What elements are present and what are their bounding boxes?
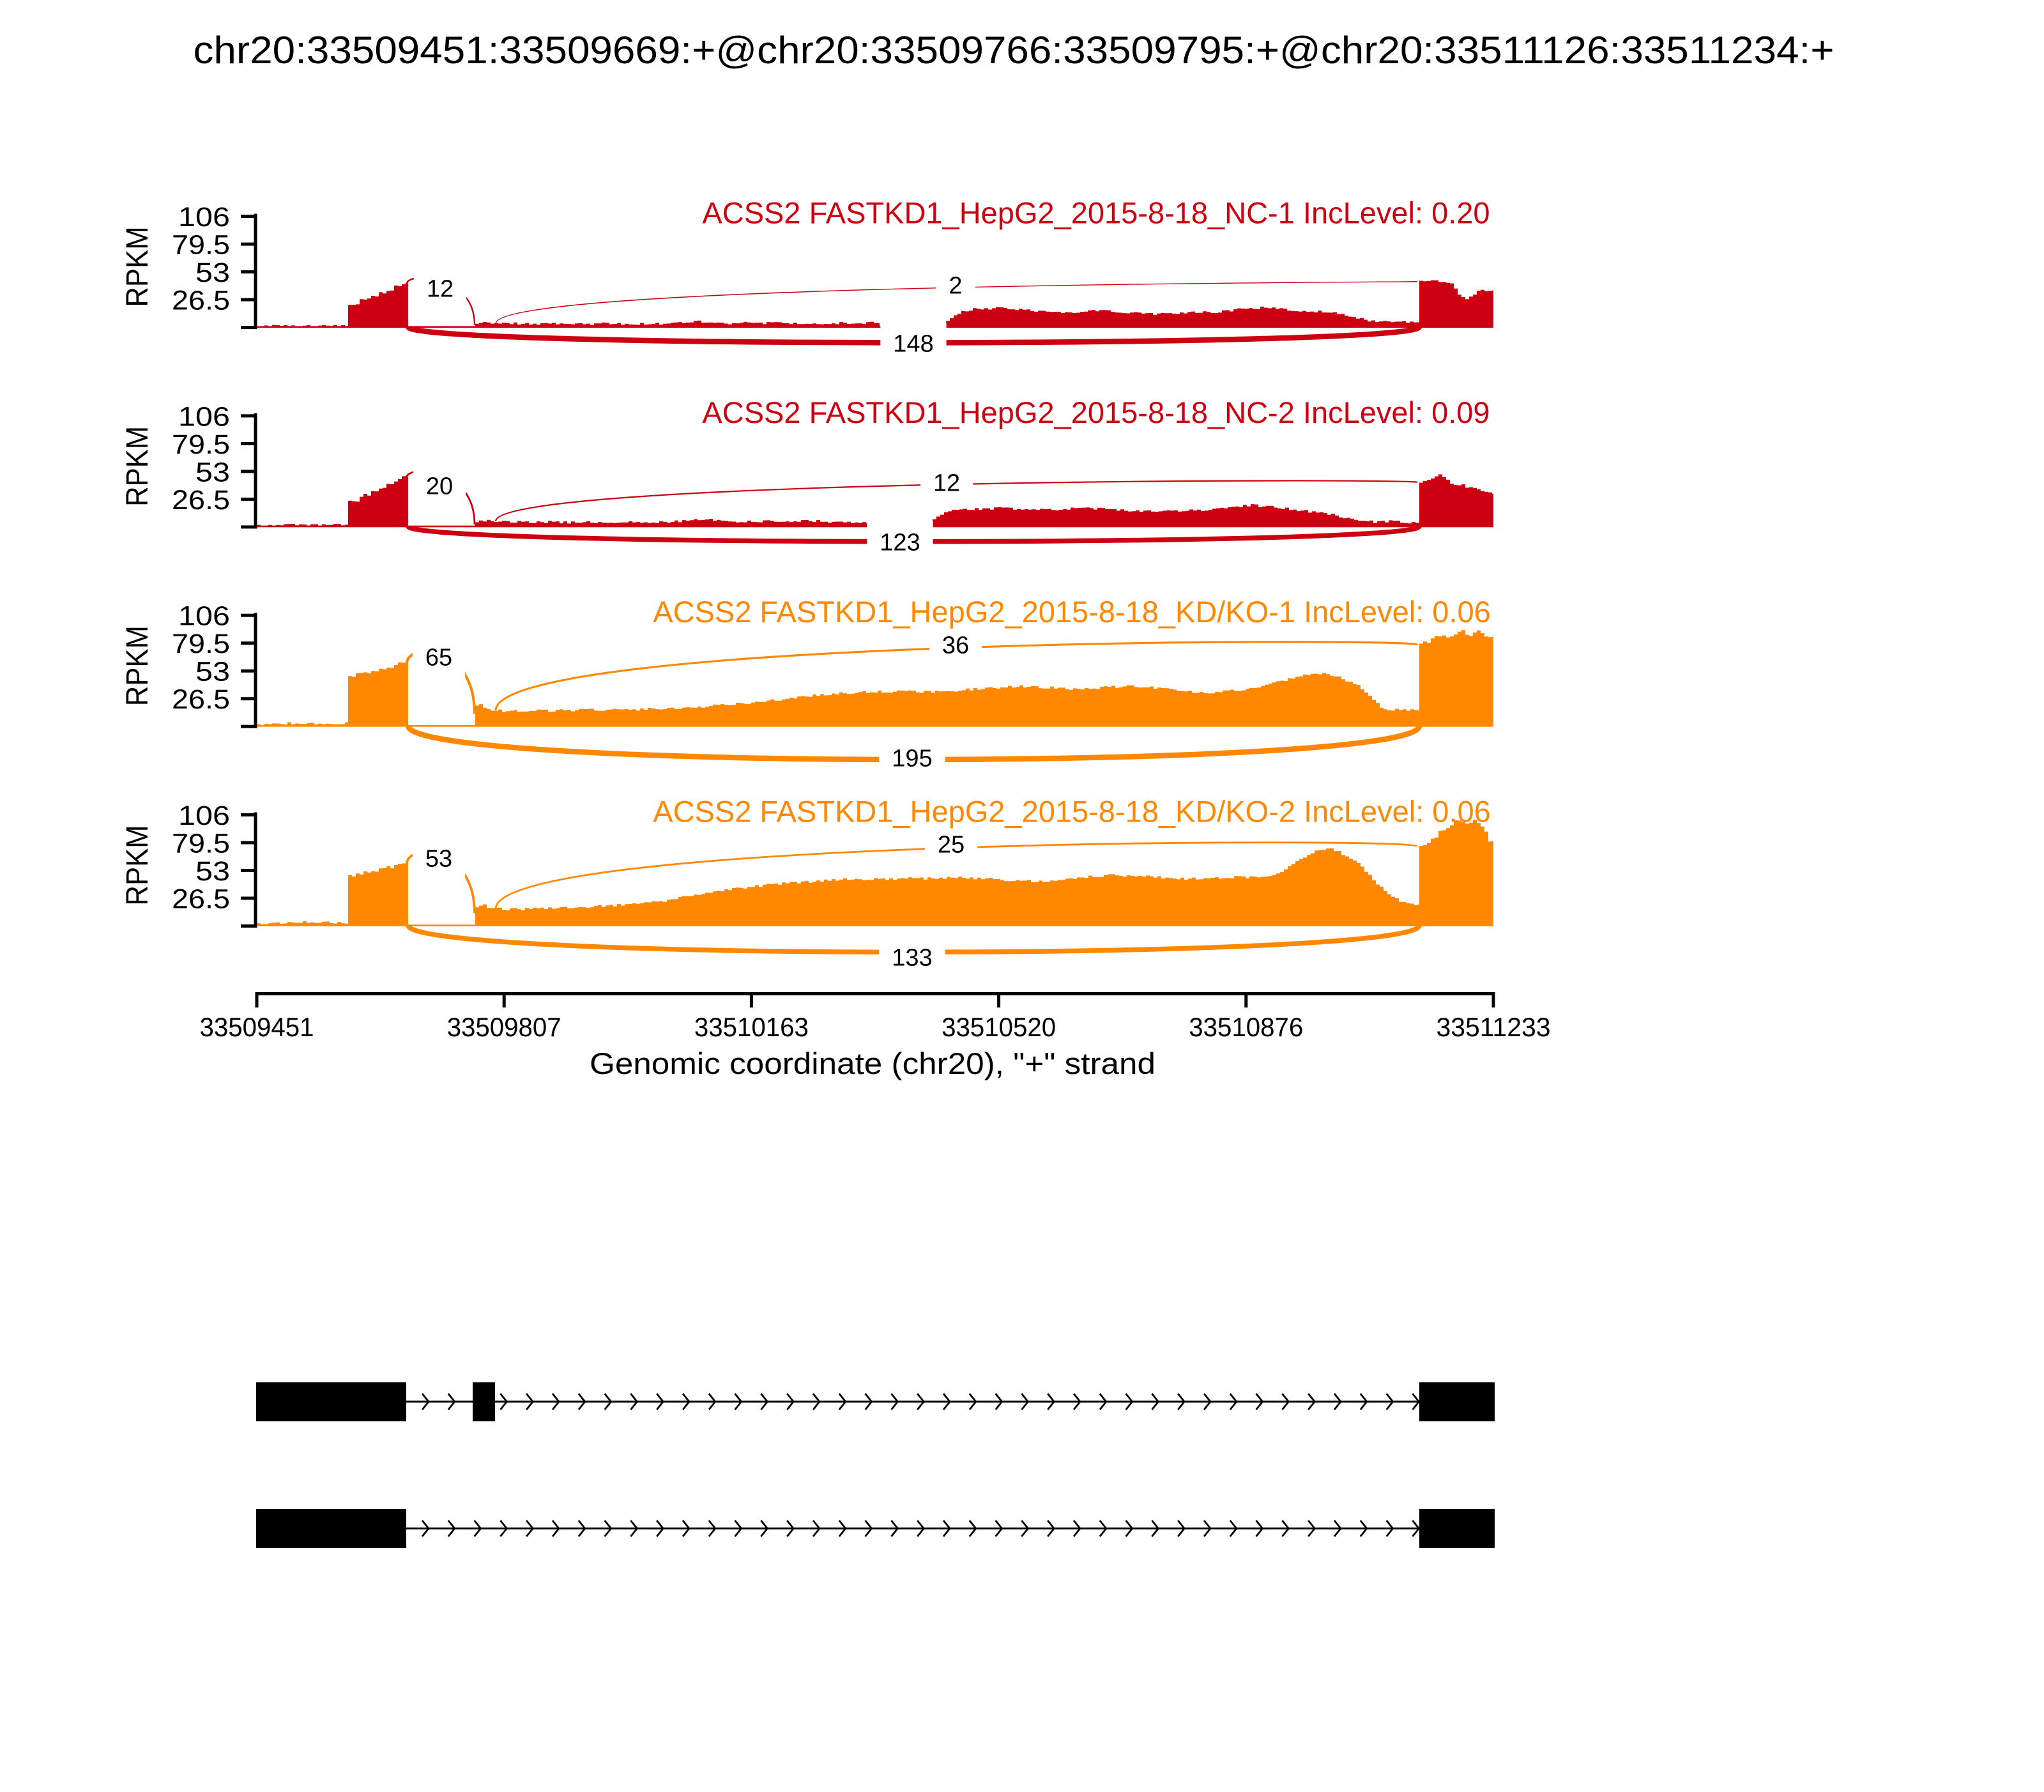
svg-text:36: 36 [942, 632, 969, 659]
svg-text:33509807: 33509807 [447, 1012, 561, 1042]
svg-text:RPKM: RPKM [121, 625, 155, 706]
svg-text:Genomic coordinate (chr20), "+: Genomic coordinate (chr20), "+" strand [590, 1046, 1155, 1080]
svg-text:53: 53 [195, 257, 230, 288]
svg-text:RPKM: RPKM [121, 426, 155, 507]
svg-text:106: 106 [178, 800, 230, 831]
svg-text:chr20:33509451:33509669:+@chr2: chr20:33509451:33509669:+@chr20:33509766… [194, 29, 1834, 72]
svg-text:20: 20 [426, 473, 453, 500]
svg-text:ACSS2 FASTKD1_HepG2_2015-8-18_: ACSS2 FASTKD1_HepG2_2015-8-18_KD/KO-1 In… [653, 595, 1491, 629]
svg-text:ACSS2 FASTKD1_HepG2_2015-8-18_: ACSS2 FASTKD1_HepG2_2015-8-18_KD/KO-2 In… [653, 795, 1491, 829]
svg-text:53: 53 [425, 846, 452, 873]
svg-text:26.5: 26.5 [172, 684, 230, 715]
svg-text:RPKM: RPKM [121, 227, 155, 307]
svg-text:79.5: 79.5 [172, 429, 230, 460]
svg-text:53: 53 [195, 657, 230, 687]
svg-text:79.5: 79.5 [172, 629, 230, 659]
svg-text:26.5: 26.5 [172, 884, 230, 914]
svg-text:133: 133 [892, 945, 932, 972]
svg-text:33510520: 33510520 [942, 1012, 1056, 1042]
svg-text:106: 106 [178, 401, 230, 432]
svg-text:65: 65 [425, 645, 452, 671]
svg-text:RPKM: RPKM [121, 825, 155, 906]
svg-text:33509451: 33509451 [200, 1012, 314, 1042]
svg-text:2: 2 [949, 273, 962, 300]
svg-text:79.5: 79.5 [172, 230, 230, 261]
svg-text:53: 53 [195, 856, 230, 887]
svg-text:12: 12 [933, 470, 960, 497]
svg-text:12: 12 [427, 276, 454, 303]
svg-text:123: 123 [880, 530, 920, 556]
svg-text:ACSS2 FASTKD1_HepG2_2015-8-18_: ACSS2 FASTKD1_HepG2_2015-8-18_NC-1 IncLe… [702, 196, 1490, 230]
svg-text:ACSS2 FASTKD1_HepG2_2015-8-18_: ACSS2 FASTKD1_HepG2_2015-8-18_NC-2 IncLe… [702, 395, 1490, 429]
svg-text:195: 195 [892, 746, 932, 772]
svg-text:26.5: 26.5 [172, 286, 230, 316]
svg-text:33510163: 33510163 [694, 1012, 809, 1042]
svg-text:33510876: 33510876 [1189, 1012, 1303, 1042]
svg-text:53: 53 [195, 457, 230, 487]
svg-text:25: 25 [938, 832, 965, 859]
svg-text:26.5: 26.5 [172, 485, 230, 516]
svg-text:148: 148 [893, 331, 933, 358]
svg-text:106: 106 [178, 601, 230, 632]
svg-text:79.5: 79.5 [172, 828, 230, 859]
svg-text:33511233: 33511233 [1437, 1012, 1551, 1042]
svg-text:106: 106 [178, 202, 230, 233]
